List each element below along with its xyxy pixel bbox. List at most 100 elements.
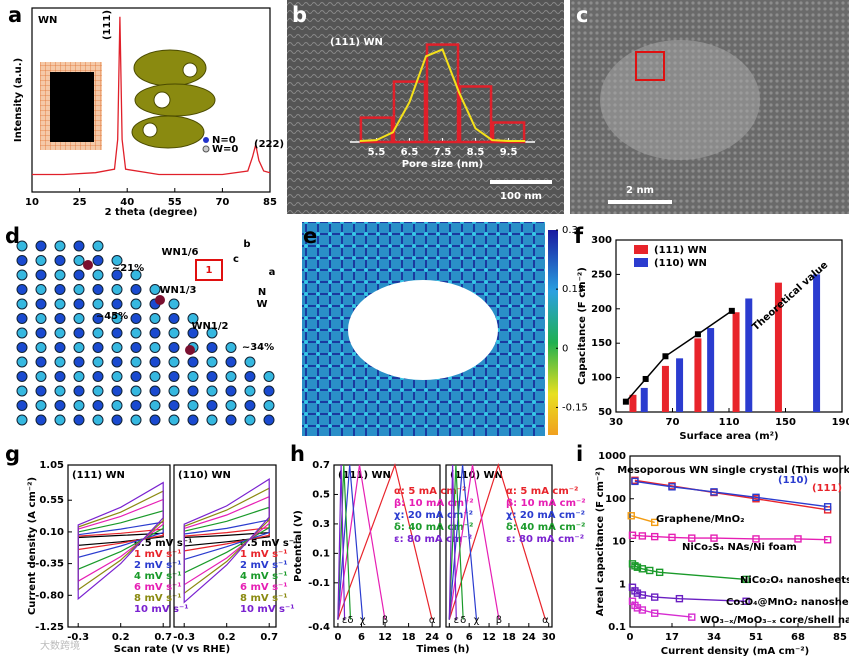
series-marker (628, 531, 637, 539)
atom (206, 400, 218, 411)
atom (187, 313, 199, 324)
series-marker (651, 518, 659, 527)
plot-frame (615, 239, 843, 413)
atom (16, 327, 28, 339)
x-tick-label: 0.7 (154, 632, 172, 643)
plot-frame (31, 7, 271, 193)
label: (111) (102, 10, 113, 40)
atom (92, 269, 104, 281)
plot-frame (67, 464, 171, 628)
legend-label: 2 mV s⁻¹ (240, 560, 288, 571)
atom (16, 269, 28, 281)
legend-dot (202, 145, 210, 153)
y-tick-label: 0.5 (312, 489, 330, 500)
atom (73, 313, 85, 324)
x-tick-label: 24 (425, 632, 439, 643)
label: ~34% (242, 342, 274, 353)
highlight-box (635, 51, 665, 81)
atom (54, 313, 66, 324)
series-marker (688, 534, 696, 542)
series-label: WO₃₋ₓ/MoO₃₋ₓ core/shell nanowires (700, 615, 849, 626)
atom (111, 269, 123, 281)
atom (187, 371, 199, 382)
y-axis-label: Intensity (a.u.) (13, 58, 24, 142)
atom (130, 284, 142, 295)
bar (676, 358, 684, 412)
atom (16, 385, 28, 397)
y-tick-label: -0.80 (35, 590, 64, 601)
atom (111, 327, 123, 339)
label: b (243, 239, 250, 250)
atom (111, 342, 123, 353)
atom (54, 414, 66, 426)
x-tick-label: 68 (791, 632, 805, 643)
atom (54, 342, 66, 353)
atom (92, 371, 104, 382)
legend-label: 1 mV s⁻¹ (240, 549, 288, 560)
atom (35, 400, 47, 411)
atom (92, 240, 104, 252)
atom (187, 414, 199, 426)
y-tick-label: -0.4 (308, 622, 330, 633)
atom (149, 414, 161, 426)
atom (73, 284, 85, 295)
chart-title: (111) WN (338, 470, 391, 481)
atom (35, 269, 47, 281)
y-axis-label: Areal capacitance (F cm⁻²) (595, 467, 606, 616)
atom (73, 269, 85, 281)
atom (35, 342, 47, 353)
x-axis-label: 2 theta (degree) (105, 207, 198, 218)
series-label: NiCo₂O₄ nanosheets (740, 575, 849, 586)
xrd-line (32, 16, 271, 176)
atom (16, 284, 28, 295)
atom (206, 385, 218, 397)
label: W (256, 299, 267, 310)
theory-point (622, 398, 629, 405)
colorbar-label: 0.3 (562, 225, 578, 236)
bar (774, 282, 782, 412)
atom (16, 255, 28, 266)
hist-bar (425, 43, 460, 144)
y-tick-label: 250 (591, 269, 612, 280)
x-tick-label: 0.7 (260, 632, 278, 643)
label: WN (38, 15, 57, 26)
atom (73, 385, 85, 397)
curve-tag: χ (474, 615, 480, 626)
atom (130, 371, 142, 382)
site (83, 260, 93, 270)
series-line (631, 600, 692, 618)
plot-frame (445, 464, 553, 628)
legend-label: 10 mV s⁻¹ (134, 604, 189, 615)
atom (111, 255, 123, 266)
y-axis-label: Potential (V) (293, 510, 304, 582)
series-marker (646, 566, 654, 575)
atom (206, 371, 218, 382)
atom (73, 342, 85, 353)
x-axis-label: Times (h) (416, 644, 469, 655)
x-tick-label: -0.3 (173, 632, 195, 643)
atom (187, 356, 199, 368)
x-tick-label: 18 (402, 632, 416, 643)
y-tick-label: 0.1 (312, 548, 330, 559)
x-tick-label: 24 (522, 632, 536, 643)
atom (149, 342, 161, 353)
atom (168, 356, 180, 368)
inset-structure (131, 49, 216, 149)
atom (16, 356, 28, 368)
x-tick-label: 190 (832, 417, 849, 428)
gcd-curve (337, 462, 433, 620)
x-axis-label: Surface area (m²) (679, 431, 778, 442)
theory-point (662, 353, 669, 360)
x-tick-label: 110 (719, 417, 740, 428)
atom (111, 400, 123, 411)
atom (16, 371, 28, 382)
panel-label: a (8, 3, 22, 27)
series-marker (688, 613, 696, 621)
atom (206, 414, 218, 426)
series-marker (627, 512, 635, 520)
x-tick-label: 70 (215, 197, 229, 208)
series-line (631, 515, 655, 524)
atom (16, 414, 28, 426)
atom (73, 255, 85, 266)
